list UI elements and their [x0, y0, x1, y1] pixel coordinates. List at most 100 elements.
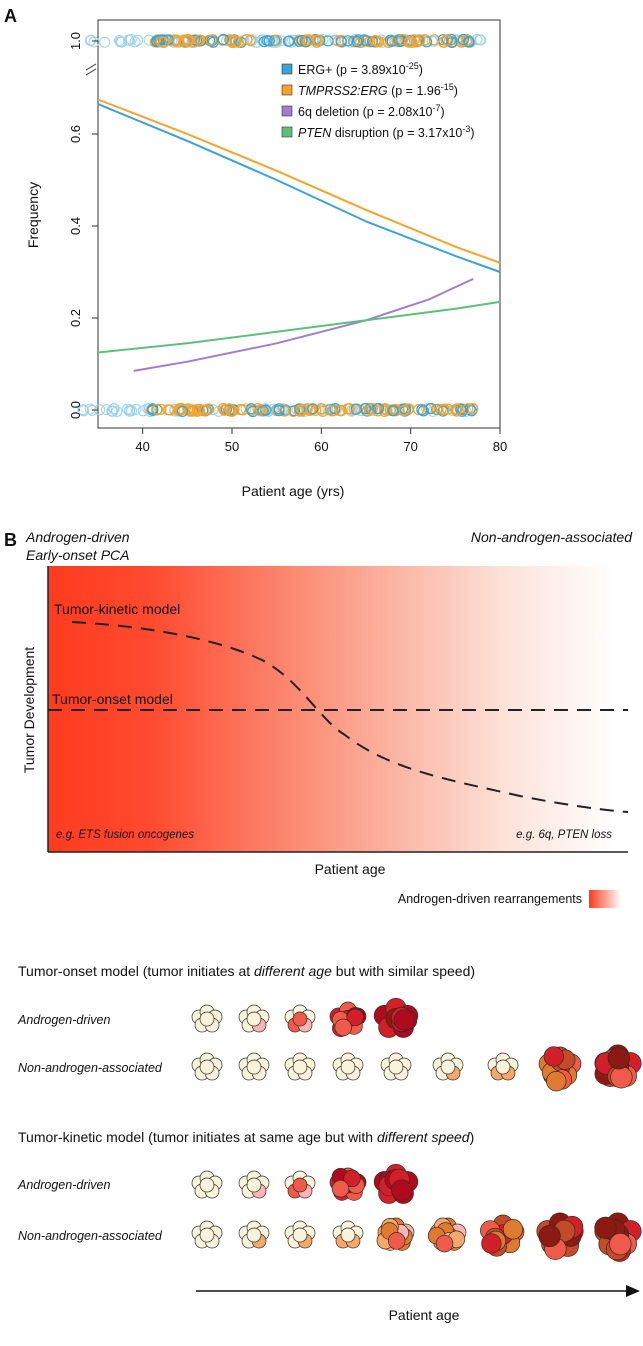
- tumor-cell: [246, 1177, 262, 1193]
- tumor-cluster: [238, 1052, 270, 1081]
- onset-row-non-label: Non-androgen-associated: [18, 1061, 163, 1075]
- tumor-cell: [502, 1219, 524, 1240]
- rug-point: [247, 405, 259, 418]
- kinetic-row-non-label: Non-androgen-associated: [18, 1229, 163, 1243]
- x-tick-label: 70: [403, 439, 417, 454]
- rug-point: [116, 36, 128, 48]
- tumor-cluster: [284, 1220, 316, 1249]
- rug-point: [99, 36, 111, 48]
- tumor-kinetic-curve: [71, 621, 629, 813]
- gradient-legend-label: Androgen-driven rearrangements: [398, 892, 582, 906]
- x-tick-label: 40: [135, 439, 149, 454]
- rug-point: [425, 402, 437, 415]
- rug-point: [205, 34, 217, 46]
- rug-point: [329, 403, 341, 415]
- tumor-cell: [481, 1233, 502, 1254]
- onset-model-label: Tumor-onset model: [52, 691, 173, 707]
- rug-point: [202, 403, 215, 415]
- age-arrowhead: [626, 1285, 640, 1297]
- rug-point: [393, 34, 405, 46]
- tumor-cluster: [329, 1167, 367, 1201]
- rug-point: [417, 405, 429, 417]
- b-x-label: Patient age: [315, 861, 386, 877]
- rug-point: [228, 404, 240, 416]
- rug-point: [283, 35, 295, 47]
- tumor-cell: [292, 1059, 308, 1075]
- tumor-cluster: [380, 1052, 412, 1081]
- rug-point: [414, 34, 426, 46]
- tumor-cell: [199, 1011, 215, 1027]
- rug-point: [111, 406, 123, 417]
- tumor-cell: [292, 1177, 308, 1193]
- rug-point: [84, 403, 96, 415]
- rug-point: [446, 36, 458, 49]
- legend-swatch-1: [281, 84, 293, 96]
- rug-point: [332, 35, 344, 47]
- rug-point: [147, 404, 159, 416]
- rug-point: [360, 35, 373, 47]
- rug-point: [379, 403, 391, 415]
- rug-point: [350, 403, 362, 415]
- rug-point: [230, 36, 242, 48]
- rug-point: [193, 403, 205, 415]
- rug-point: [124, 405, 136, 417]
- rug-point: [270, 34, 283, 46]
- rug-point: [244, 34, 256, 47]
- tumor-cluster: [536, 1212, 584, 1260]
- tumor-cluster: [480, 1214, 525, 1257]
- tumor-cluster: [373, 1163, 419, 1204]
- rug-point: [130, 403, 142, 415]
- tumor-cell: [607, 1047, 630, 1070]
- tumor-cell: [331, 1179, 350, 1198]
- tumor-cell: [538, 1224, 561, 1248]
- rug-point: [170, 34, 182, 46]
- y-tick-label: 0.6: [68, 125, 83, 143]
- rug-point: [108, 403, 120, 415]
- y-axis: 0.0 0.2 0.4 0.6 1.0: [68, 32, 98, 419]
- tumor-cell: [199, 1227, 215, 1243]
- rug-point: [273, 405, 285, 417]
- tumor-cluster: [332, 1052, 364, 1081]
- x-axis: 40 50 60 70 80: [135, 428, 507, 454]
- y-tick-label: 1.0: [68, 32, 83, 50]
- rug-point: [169, 403, 181, 415]
- tumor-cluster: [432, 1052, 464, 1081]
- rug-point: [301, 35, 313, 47]
- tumor-cell: [435, 1234, 454, 1253]
- tumor-cell: [246, 1227, 262, 1243]
- right-title: Non-androgen-associated: [471, 529, 633, 545]
- tumor-cluster: [594, 1212, 642, 1262]
- rug-point: [217, 33, 229, 46]
- rug-point: [457, 403, 469, 415]
- rug-point: [396, 33, 408, 46]
- series-line-2: [133, 277, 474, 372]
- rug-point: [182, 33, 194, 46]
- gradient-legend-swatch: [589, 890, 621, 908]
- rug-point: [255, 405, 267, 417]
- tumor-cell: [387, 1232, 406, 1250]
- rug-point: [387, 405, 399, 417]
- left-example: e.g. ETS fusion oncogenes: [56, 829, 194, 841]
- tumor-cell: [393, 1009, 415, 1031]
- tumor-cluster: [487, 1052, 519, 1081]
- legend-swatch-0: [281, 63, 293, 75]
- rug-point: [416, 404, 428, 416]
- arrow-label: Patient age: [389, 1307, 460, 1323]
- rug-point: [260, 404, 272, 416]
- rug-point: [295, 35, 307, 47]
- rug-point: [155, 36, 167, 48]
- rug-point: [419, 33, 431, 46]
- rug-point: [114, 35, 125, 46]
- rug-point: [326, 405, 338, 417]
- rug-point: [426, 35, 438, 47]
- b-y-label: Tumor Development: [21, 647, 37, 773]
- tumor-cluster: [376, 1217, 415, 1251]
- tumor-cluster: [284, 1052, 316, 1081]
- rug-point: [279, 405, 291, 417]
- left-title-line2: Early-onset PCA: [26, 547, 129, 563]
- tumor-cell: [292, 1011, 308, 1027]
- panel-a-plot: 40 50 60 70 80 0.0 0.2 0.4 0.6 1.0 Patient age (…: [25, 19, 507, 499]
- tumor-cluster: [329, 1001, 367, 1037]
- legend: ERG+ (p = 3.89x10-25) TMPRSS2:ERG (p = 1.…: [281, 61, 475, 140]
